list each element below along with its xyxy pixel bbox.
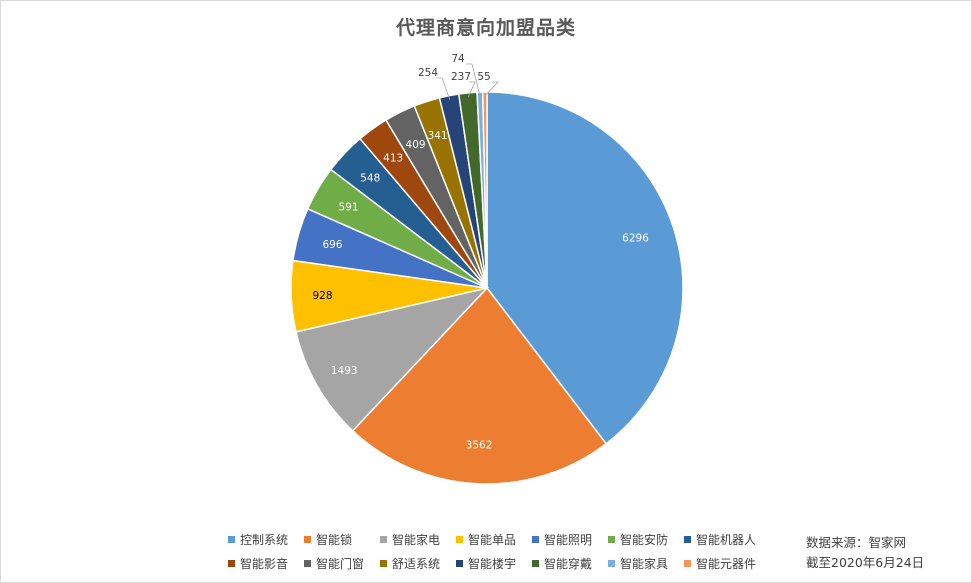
leader-line-14: [484, 81, 499, 97]
leader-line-12: [467, 81, 476, 98]
legend-entry-11: 智能楼宇: [456, 554, 532, 572]
data-label-11: 254: [418, 67, 438, 79]
legend-swatch: [456, 535, 463, 543]
legend-entry-14: 智能元器件: [684, 554, 760, 572]
pie-slice-2: [351, 286, 608, 485]
legend-swatch: [608, 559, 615, 567]
legend-label: 智能家具: [620, 556, 669, 571]
source-line: 数据来源：智家网: [806, 535, 907, 550]
data-label-13: 74: [451, 53, 465, 65]
legend-entry-8: 智能影音: [228, 554, 304, 572]
legend-label: 智能安防: [620, 532, 669, 547]
legend-label: 智能机器人: [696, 532, 757, 547]
legend-label: 智能家电: [392, 532, 441, 547]
data-label-3: 1493: [331, 365, 358, 377]
legend-label: 智能照明: [544, 532, 593, 547]
data-label-9: 409: [406, 139, 426, 151]
data-label-14: 55: [477, 71, 490, 83]
date-line: 截至2020年6月24日: [806, 555, 925, 570]
legend-entry-2: 智能锁: [304, 530, 380, 548]
pie-slice-14: [481, 91, 488, 289]
legend-entry-9: 智能门窗: [304, 554, 380, 572]
legend-swatch: [380, 559, 387, 567]
legend-swatch: [532, 535, 539, 543]
legend-entry-5: 智能照明: [532, 530, 608, 548]
legend-label: 智能单品: [468, 532, 517, 547]
chart-legend: 控制系统 智能锁 智能家电 智能单品 智能照明 智能安防 智能机器人智能影音 智能门窗 舒适系统…: [228, 530, 788, 572]
legend-label: 智能锁: [316, 532, 353, 547]
data-label-6: 591: [339, 201, 359, 213]
legend-label: 舒适系统: [392, 556, 441, 571]
legend-label: 智能影音: [240, 556, 289, 571]
legend-label: 智能门窗: [316, 556, 365, 571]
legend-swatch: [304, 559, 311, 567]
data-label-7: 548: [360, 173, 380, 185]
legend-label: 智能穿戴: [544, 556, 593, 571]
data-label-4: 928: [312, 290, 332, 302]
leader-line-13: [466, 63, 481, 97]
legend-entry-1: 控制系统: [228, 530, 304, 548]
legend-swatch: [228, 535, 235, 543]
pie-slice-3: [295, 286, 490, 432]
legend-swatch: [532, 559, 539, 567]
legend-swatch: [608, 535, 615, 543]
legend-swatch: [304, 535, 311, 543]
legend-entry-13: 智能家具: [608, 554, 684, 572]
data-label-1: 6296: [622, 233, 649, 245]
legend-entry-7: 智能机器人: [684, 530, 760, 548]
data-source-note: 数据来源：智家网 截至2020年6月24日: [806, 533, 924, 573]
data-label-12: 237: [451, 71, 471, 83]
legend-swatch: [684, 559, 691, 567]
data-label-8: 413: [383, 152, 403, 164]
legend-entry-12: 智能穿戴: [532, 554, 608, 572]
legend-label: 控制系统: [240, 532, 289, 547]
legend-swatch: [228, 559, 235, 567]
legend-label: 智能元器件: [696, 556, 757, 571]
legend-entry-3: 智能家电: [380, 530, 456, 548]
data-label-5: 696: [322, 239, 342, 251]
legend-label: 智能楼宇: [468, 556, 517, 571]
data-label-2: 3562: [466, 440, 493, 452]
legend-entry-6: 智能安防: [608, 530, 684, 548]
legend-swatch: [380, 535, 387, 543]
pie-slice-1: [486, 91, 684, 445]
data-label-10: 341: [428, 130, 448, 142]
legend-entry-4: 智能单品: [456, 530, 532, 548]
legend-entry-10: 舒适系统: [380, 554, 456, 572]
legend-swatch: [456, 559, 463, 567]
legend-swatch: [684, 535, 691, 543]
leader-line-11: [436, 77, 451, 100]
chart-title: 代理商意向加盟品类: [395, 17, 576, 39]
